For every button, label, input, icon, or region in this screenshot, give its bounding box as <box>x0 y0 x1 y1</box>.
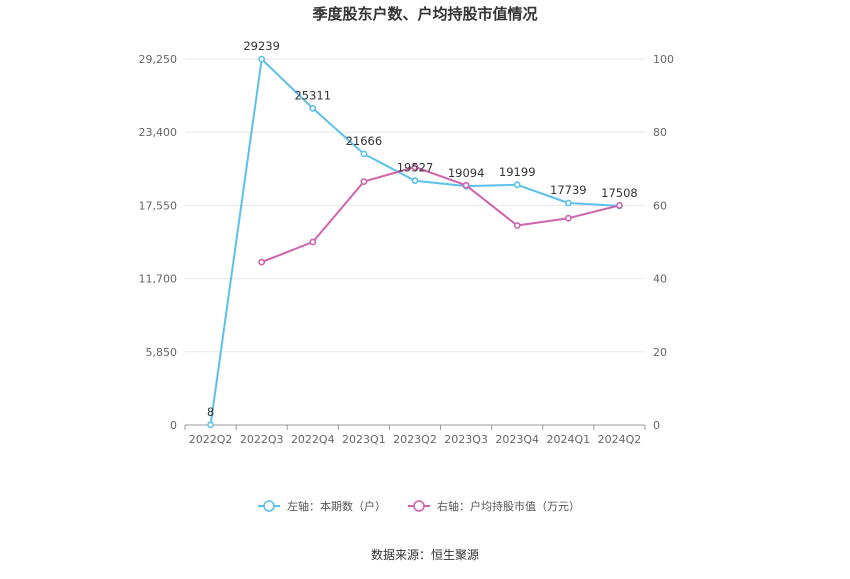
x-tick-label: 2022Q2 <box>189 433 233 446</box>
legend-marker <box>263 500 275 512</box>
legend-label: 左轴：本期数（户） <box>287 499 386 513</box>
data-label: 29239 <box>243 39 280 53</box>
x-tick-label: 2024Q1 <box>547 433 591 446</box>
source-note: 数据来源：恒生聚源 <box>371 547 479 562</box>
x-tick-label: 2022Q3 <box>240 433 284 446</box>
data-label: 19199 <box>499 165 536 179</box>
y-right-tick-label: 40 <box>653 273 667 286</box>
y-left-tick-label: 5,850 <box>146 346 178 359</box>
axis-layer: 0 5,850 11,700 17,550 23,400 29,250 0 20 40 60 80 1… <box>139 53 675 446</box>
series-layer <box>207 55 623 429</box>
holder-count-point <box>564 199 572 207</box>
holder-count-point <box>207 421 214 429</box>
avg-market-value-point <box>513 222 521 229</box>
data-label: 17739 <box>550 183 587 197</box>
y-right-tick-label: 0 <box>653 419 660 432</box>
y-left-tick-label: 17,550 <box>139 199 178 212</box>
y-right-tick-label: 60 <box>653 199 667 212</box>
avg-market-value-point <box>360 178 368 186</box>
y-left-tick-label: 0 <box>170 419 177 432</box>
y-left-tick-label: 23,400 <box>139 126 178 139</box>
x-tick-label: 2023Q3 <box>444 433 488 446</box>
y-left-tick-label: 11,700 <box>139 273 178 286</box>
holder-count-point <box>258 55 266 63</box>
x-tick-label: 2023Q2 <box>393 433 437 446</box>
data-label: 17508 <box>601 186 638 200</box>
x-tick-label: 2024Q2 <box>598 433 642 446</box>
legend-marker <box>413 500 425 512</box>
data-label-layer: 8 29239 25311 21666 19527 19094 19199 17739 1750… <box>207 39 638 419</box>
chart-title: 季度股东户数、户均持股市值情况 <box>312 5 537 23</box>
legend-label: 右轴：户均持股市值（万元） <box>437 499 580 513</box>
avg-market-value-point <box>309 238 317 246</box>
holder-count-point <box>513 181 521 189</box>
avg-market-value-point <box>258 258 266 266</box>
y-right-tick-label: 80 <box>653 126 667 139</box>
data-label: 19527 <box>397 161 434 175</box>
legend-item-holder-count[interactable]: 左轴：本期数（户） <box>258 499 386 513</box>
data-label: 25311 <box>294 88 331 102</box>
holder-count-point <box>309 104 317 112</box>
x-tick-label: 2023Q4 <box>495 433 539 446</box>
holder-count-point <box>360 150 368 158</box>
y-right-tick-label: 100 <box>653 53 674 66</box>
series-line-holder-count <box>209 58 620 426</box>
data-label: 8 <box>207 405 214 419</box>
y-left-tick-label: 29,250 <box>139 53 178 66</box>
x-tick-label: 2023Q1 <box>342 433 386 446</box>
avg-market-value-point <box>411 163 419 171</box>
holder-count-point <box>411 177 419 185</box>
x-tick-label: 2022Q4 <box>291 433 335 446</box>
data-label: 21666 <box>346 134 383 148</box>
grid-layer <box>185 58 645 353</box>
y-right-tick-label: 20 <box>653 346 667 359</box>
series-line-avg-market-value <box>261 166 620 264</box>
avg-market-value-point <box>462 181 470 189</box>
legend-item-avg-market-value[interactable]: 右轴：户均持股市值（万元） <box>408 499 580 513</box>
avg-market-value-point <box>564 214 572 222</box>
avg-market-value-point <box>616 201 623 209</box>
data-label: 19094 <box>448 166 485 180</box>
legend[interactable]: 左轴：本期数（户） 右轴：户均持股市值（万元） <box>258 499 580 513</box>
